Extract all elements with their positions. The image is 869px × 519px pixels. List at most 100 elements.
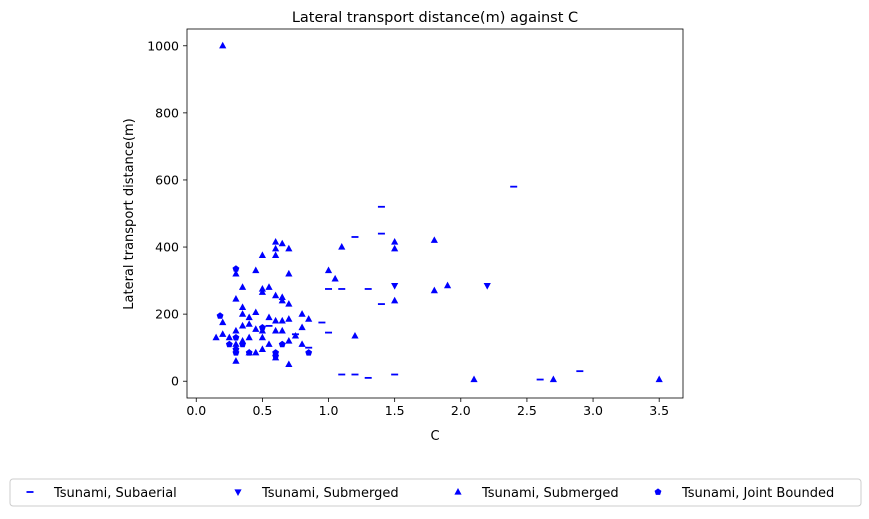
- legend-marker: [234, 489, 242, 496]
- data-point: [238, 321, 247, 329]
- data-point: [265, 313, 273, 321]
- x-tick-label: 1.0: [319, 403, 339, 418]
- data-markers: [212, 41, 663, 383]
- legend-item: Tsunami, Submerged: [234, 486, 399, 501]
- x-tick-label: 3.5: [649, 403, 669, 418]
- legend-marker: [654, 488, 662, 495]
- legend-label: Tsunami, Submerged: [261, 486, 399, 501]
- x-axis-ticks: 0.0 0.5 1.0 1.5 2.0 2.5 3.0 3.5: [186, 398, 669, 418]
- data-point: [232, 295, 240, 302]
- data-point: [391, 244, 399, 252]
- data-point: [655, 375, 663, 383]
- data-point: [285, 269, 293, 277]
- data-point: [272, 326, 280, 334]
- data-point: [324, 266, 333, 274]
- x-tick-label: 1.5: [385, 403, 405, 418]
- y-axis-ticks: 0 200 400 600 800 1000: [147, 38, 187, 389]
- legend-item: Tsunami, Submerged: [454, 486, 619, 501]
- legend-item: Tsunami, Joint Bounded: [654, 486, 834, 501]
- legend-label: Tsunami, Joint Bounded: [681, 486, 834, 501]
- data-point: [278, 316, 286, 324]
- data-point: [245, 333, 253, 341]
- data-point: [232, 340, 240, 347]
- data-point: [258, 284, 266, 292]
- data-point: [549, 375, 557, 383]
- data-point: [285, 336, 293, 344]
- data-point: [258, 323, 266, 331]
- x-axis-label: C: [430, 429, 439, 444]
- data-point: [225, 340, 233, 348]
- data-point: [219, 41, 227, 49]
- series-2: [212, 41, 663, 383]
- data-point: [291, 331, 300, 339]
- data-point: [232, 265, 240, 272]
- data-point: [258, 333, 266, 341]
- data-point: [272, 238, 280, 245]
- data-point: [219, 318, 227, 326]
- y-tick-label: 200: [155, 307, 179, 322]
- data-point: [252, 308, 260, 316]
- data-point: [351, 331, 359, 339]
- x-tick-label: 0.5: [252, 403, 272, 418]
- data-point: [430, 286, 438, 294]
- data-point: [216, 312, 224, 319]
- data-point: [278, 239, 286, 247]
- data-point: [239, 340, 246, 348]
- y-tick-label: 800: [155, 105, 179, 120]
- data-point: [245, 313, 253, 321]
- data-point: [470, 375, 478, 383]
- legend-item: Tsunami, Subaerial: [26, 486, 177, 501]
- data-point: [285, 315, 293, 322]
- data-point: [272, 352, 280, 359]
- data-point: [285, 300, 293, 307]
- series-1: [391, 283, 491, 290]
- data-point: [430, 236, 438, 243]
- legend-box: [9, 478, 862, 507]
- data-point: [245, 349, 253, 356]
- data-point: [232, 357, 240, 364]
- x-tick-label: 2.0: [451, 403, 471, 418]
- data-point: [331, 274, 339, 282]
- data-point: [272, 316, 280, 324]
- series-3: [216, 265, 313, 359]
- data-point: [258, 251, 266, 259]
- data-point: [238, 283, 247, 290]
- data-point: [265, 340, 273, 347]
- data-point: [219, 330, 227, 337]
- data-point: [212, 333, 220, 341]
- data-point: [483, 283, 491, 290]
- data-point: [272, 244, 280, 252]
- data-point: [285, 244, 293, 252]
- data-point: [278, 293, 286, 300]
- data-point: [232, 349, 240, 356]
- data-point: [245, 320, 253, 327]
- y-tick-label: 600: [155, 172, 179, 187]
- x-tick-label: 3.0: [583, 403, 603, 418]
- data-point: [232, 269, 240, 277]
- data-point: [265, 283, 273, 290]
- data-point: [238, 310, 247, 317]
- chart-title: Lateral transport distance(m) against C: [292, 10, 578, 26]
- legend-marker: [454, 488, 462, 495]
- data-point: [272, 291, 280, 299]
- legend-label: Tsunami, Subaerial: [53, 486, 177, 501]
- data-point: [298, 310, 306, 317]
- data-point: [278, 340, 286, 348]
- data-point: [443, 281, 452, 289]
- data-point: [252, 266, 260, 274]
- data-point: [258, 345, 266, 352]
- plot-area: [186, 28, 684, 399]
- data-point: [238, 336, 247, 344]
- data-point: [391, 296, 399, 304]
- y-tick-label: 400: [155, 240, 179, 255]
- data-point: [305, 349, 313, 356]
- y-axis-label: Lateral transport distance(m): [122, 118, 137, 309]
- x-tick-label: 2.5: [517, 403, 537, 418]
- data-point: [232, 334, 240, 341]
- data-point: [278, 296, 286, 304]
- legend: Tsunami, Subaerial Tsunami, Submerged Tsun…: [9, 478, 862, 507]
- data-point: [338, 243, 346, 250]
- data-point: [258, 288, 266, 295]
